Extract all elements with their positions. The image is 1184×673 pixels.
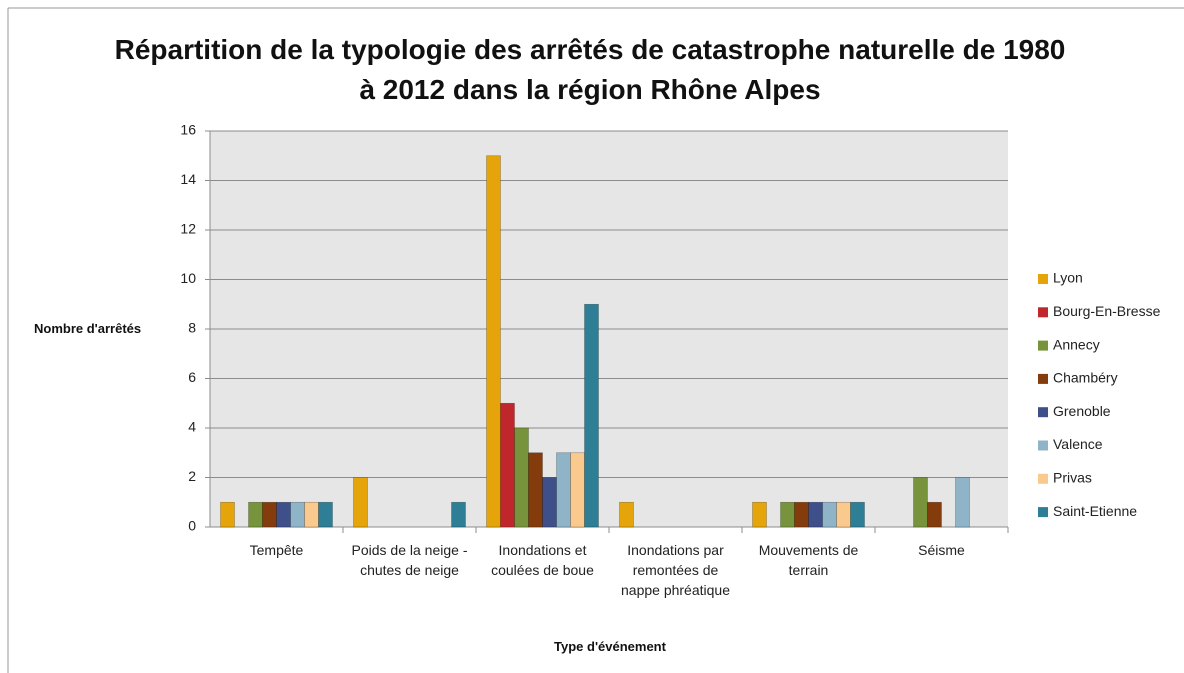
y-tick-label: 12 [180,221,196,237]
bar [500,402,515,528]
bar [780,501,795,528]
y-tick-label: 6 [188,369,196,385]
y-tick-label: 0 [188,518,196,534]
legend-label: Annecy [1053,336,1100,352]
legend-swatch [1038,373,1048,384]
x-tick-label: Tempête [249,542,304,558]
bar [584,303,599,528]
bar [304,501,319,528]
x-tick-label: Mouvements de terrain [758,542,859,578]
legend-swatch [1038,274,1048,284]
legend-label: Saint-Etienne [1053,503,1137,519]
y-tick-label: 14 [180,171,196,187]
legend-label: Bourg-En-Bresse [1053,303,1161,319]
legend-swatch [1038,440,1048,451]
y-tick-label: 4 [188,419,196,435]
legend-label: Valence [1053,436,1103,452]
y-tick-label: 10 [180,270,196,286]
bar [451,501,466,528]
bar [248,501,263,528]
bar [528,452,543,528]
bar [542,477,557,528]
y-tick-label: 16 [180,122,196,138]
bar [955,477,970,528]
bar [290,501,305,528]
bar [570,452,585,528]
bar [927,501,942,528]
bar [822,501,837,528]
bar [752,501,767,528]
legend-swatch [1038,507,1048,518]
bar [318,501,333,528]
bar [262,501,277,528]
bar [486,155,501,528]
legend-swatch [1038,340,1048,351]
x-tick-label: Séisme [918,542,965,558]
bar [808,501,823,528]
chart-title: Répartition de la typologie des arrêtés … [114,34,1066,105]
bar [556,452,571,528]
bar [220,501,235,528]
legend-label: Privas [1053,470,1092,486]
bar [794,501,809,528]
legend-label: Lyon [1053,270,1083,286]
legend-swatch [1038,307,1048,318]
bar [850,501,865,528]
bar [353,477,368,528]
y-tick-label: 2 [188,468,196,484]
legend-label: Grenoble [1053,403,1111,419]
bar [619,501,634,528]
x-tick-label: Poids de la neige - chutes de neige [351,542,468,578]
x-axis-label: Type d'événement [554,639,666,654]
y-axis-label: Nombre d'arrêtés [34,321,142,336]
bar [514,427,529,528]
bar [276,501,291,528]
bar [836,501,851,528]
bar [913,477,928,528]
legend-label: Chambéry [1053,370,1118,386]
x-tick-label: Inondations et coulées de boue [491,542,594,578]
y-tick-label: 8 [188,320,196,336]
x-tick-label: Inondations par remontées de nappe phréa… [621,542,730,598]
legend-swatch [1038,407,1048,418]
legend-swatch [1038,473,1048,484]
